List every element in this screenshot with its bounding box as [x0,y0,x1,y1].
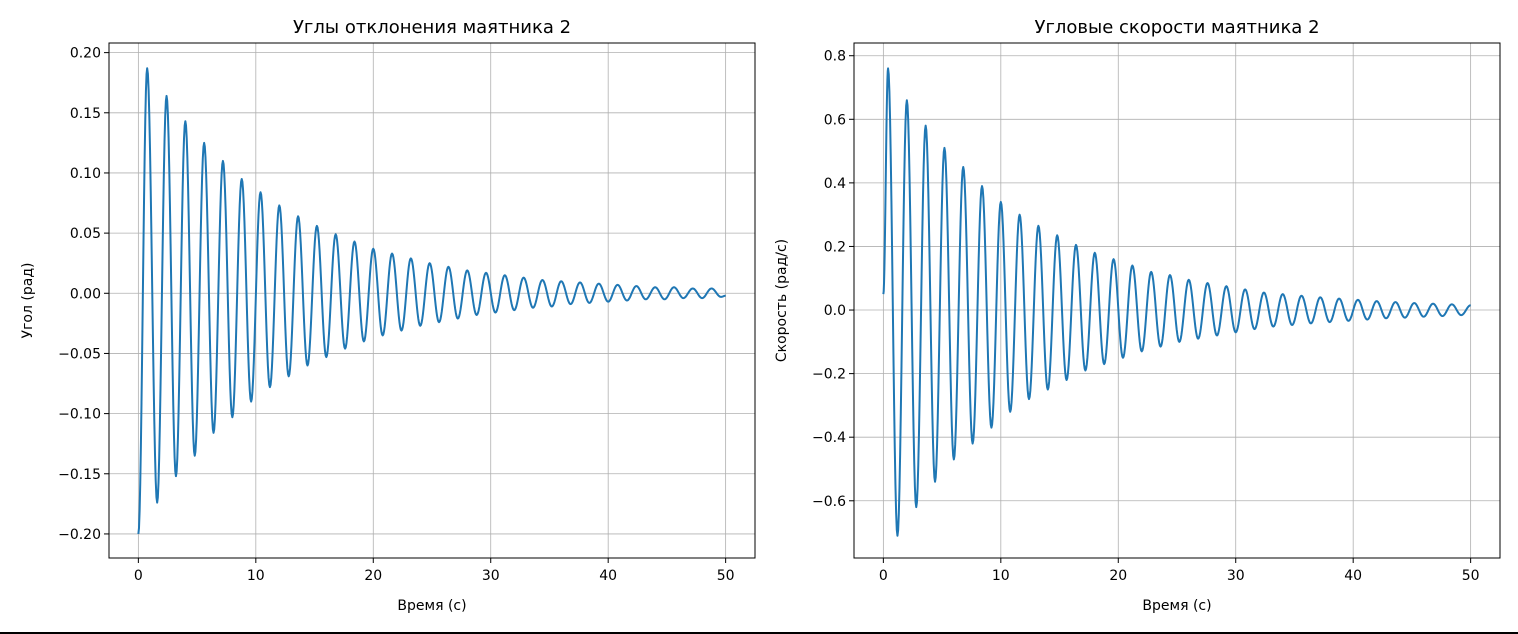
series-line [137,67,727,535]
axis-ticks: 0 10 20 30 40 50 −0.6 −0.4 −0.2 0.0 0.2 0.4 0.6 0.8 [812,49,1480,584]
series [137,67,727,535]
x-tick-label: 40 [599,568,617,584]
x-tick-label: 30 [482,568,500,584]
y-tick-label: 0.20 [70,46,101,62]
y-tick-label: −0.20 [58,527,101,543]
x-tick-label: 50 [717,568,735,584]
plot-frame [108,42,756,559]
y-tick-label: 0.00 [70,286,101,302]
y-tick-label: 0.8 [824,49,846,65]
y-tick-label: 0.6 [824,112,846,128]
y-axis-label: Скорость (рад/с) [774,239,790,362]
grid [109,43,755,558]
y-tick-label: −0.2 [812,367,846,383]
bottom-border [0,632,1518,634]
x-tick-label: 0 [134,568,143,584]
axis-ticks: 0 10 20 30 40 50 −0.20 −0.15 −0.10 −0.05 0.00 0.05 0… [58,46,734,584]
y-tick-label: 0.05 [70,226,101,242]
x-tick-label: 0 [879,568,888,584]
y-tick-label: 0.10 [70,166,101,182]
y-tick-label: 0.4 [824,176,846,192]
y-tick-label: −0.4 [812,430,846,446]
grid [854,43,1500,558]
y-axis-label: Угол (рад) [20,263,36,339]
x-tick-label: 30 [1227,568,1245,584]
y-tick-label: −0.10 [58,407,101,423]
x-tick-label: 40 [1344,568,1362,584]
x-tick-label: 20 [1109,568,1127,584]
y-tick-label: −0.15 [58,467,101,483]
plot-area [854,43,1500,558]
plot-frame [853,42,1501,559]
x-axis-label: Время (с) [397,598,466,614]
y-tick-label: 0.15 [70,106,101,122]
x-axis-label: Время (с) [1142,598,1211,614]
x-tick-label: 50 [1462,568,1480,584]
y-tick-label: −0.6 [812,494,846,510]
y-tick-label: 0.0 [824,303,846,319]
y-tick-label: 0.2 [824,239,846,255]
x-tick-label: 10 [247,568,265,584]
plot-area [109,43,755,558]
series-line [882,67,1471,537]
chart-velocities: 0 10 20 30 40 50 −0.6 −0.4 −0.2 0.0 0.2 0.4 0.6 0.8 У… [774,17,1501,614]
x-tick-label: 20 [364,568,382,584]
chart-title: Углы отклонения маятника 2 [293,17,571,38]
series [882,67,1471,537]
x-tick-label: 10 [992,568,1010,584]
chart-title: Угловые скорости маятника 2 [1034,17,1319,38]
y-tick-label: −0.05 [58,346,101,362]
chart-angles: 0 10 20 30 40 50 −0.20 −0.15 −0.10 −0.05 0.00 0.05 0… [20,17,756,614]
